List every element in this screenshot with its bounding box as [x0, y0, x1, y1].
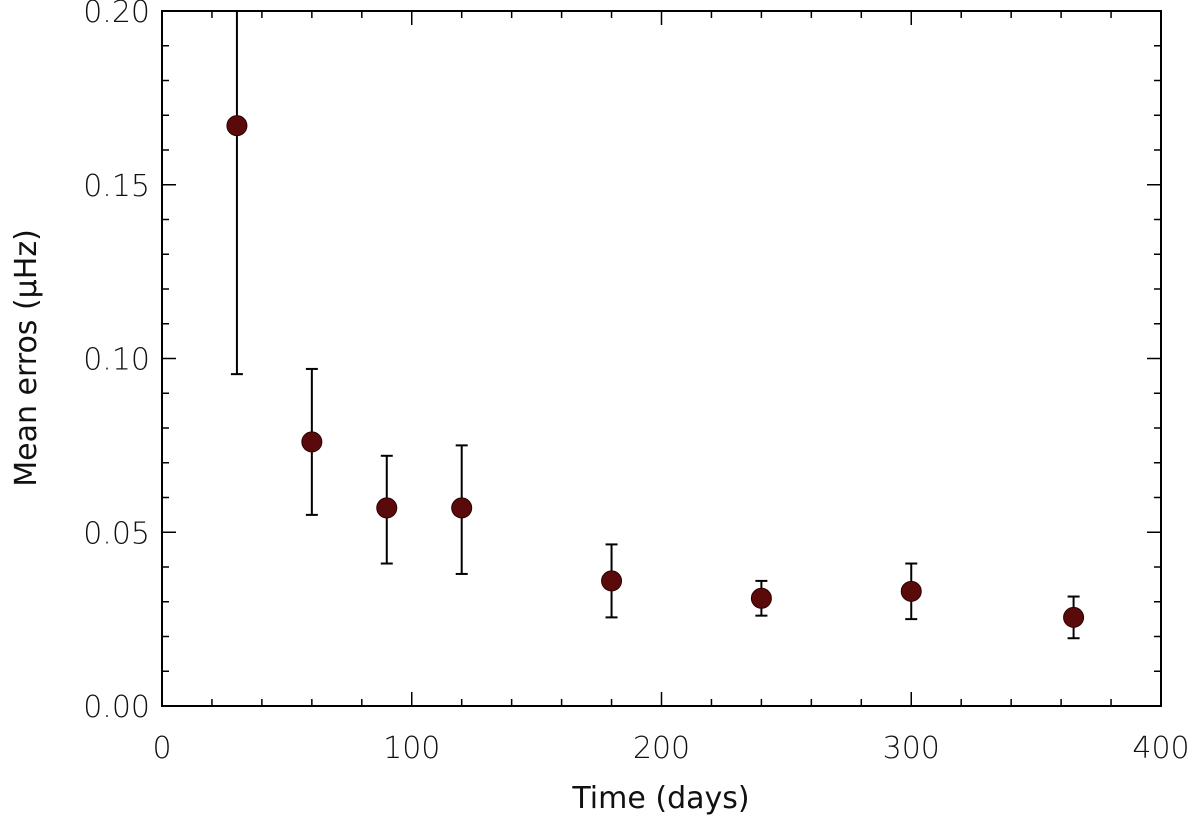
y-axis-title: Mean erros (μHz): [9, 229, 44, 487]
error-bars: [230, 10, 1080, 640]
data-point: [900, 580, 922, 602]
x-tick-label: 0: [152, 731, 171, 766]
x-tick-label: 400: [1132, 731, 1189, 766]
y-tick-label: 0.00: [83, 690, 150, 725]
x-tick-label: 100: [383, 731, 440, 766]
data-point: [750, 587, 772, 609]
data-point: [601, 570, 623, 592]
y-tick-label: 0.05: [83, 516, 150, 551]
plot-frame: [161, 10, 1162, 707]
y-tick-label: 0.20: [83, 0, 150, 30]
y-tick-label: 0.10: [83, 343, 150, 378]
x-tick-label: 200: [633, 731, 690, 766]
y-tick-labels: 0.00 0.05 0.10 0.15 0.20: [83, 0, 150, 725]
data-point: [301, 431, 323, 453]
x-tick-labels: 0 100 200 300 400: [152, 731, 1189, 766]
data-point: [376, 497, 398, 519]
x-axis-title: Time (days): [571, 781, 749, 816]
data-point: [226, 115, 248, 137]
data-point: [1063, 606, 1085, 628]
data-points: [226, 115, 1085, 628]
x-tick-label: 300: [883, 731, 940, 766]
y-tick-label: 0.15: [83, 169, 150, 204]
data-point: [451, 497, 473, 519]
axis-ticks: [161, 10, 1162, 707]
